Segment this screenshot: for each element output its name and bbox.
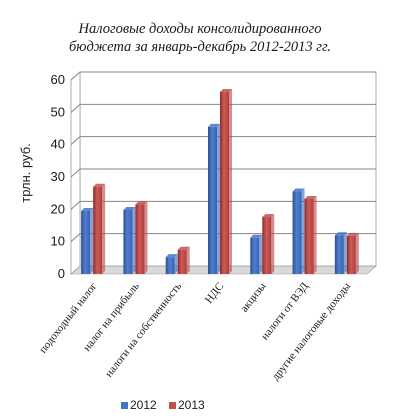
bars: [81, 88, 359, 274]
bar: [292, 188, 305, 274]
gridline-side: [70, 103, 81, 113]
bar-side: [343, 232, 347, 274]
x-tick-label: другие налоговые доходы: [270, 280, 354, 383]
bar-side: [217, 123, 220, 274]
bar-top: [304, 195, 317, 199]
gridline-side: [70, 136, 81, 146]
bar-front: [93, 186, 103, 274]
gridline-side: [70, 233, 81, 243]
bar-front: [123, 209, 133, 274]
bar-front: [292, 191, 302, 274]
x-tick-label: НДС: [203, 280, 226, 305]
bar-side: [313, 195, 317, 274]
bar-top: [177, 246, 190, 250]
legend-swatch-2013: [169, 402, 176, 409]
bar-front: [262, 217, 272, 274]
bar: [304, 195, 317, 274]
y-tick-label: 20: [51, 201, 65, 216]
bar-side: [229, 88, 232, 274]
bar: [81, 207, 94, 274]
legend-label-2012: 2012: [130, 398, 157, 412]
bar-side: [102, 183, 106, 274]
y-tick-label: 50: [51, 104, 65, 119]
y-tick-label: 10: [51, 234, 65, 249]
bar-top: [208, 123, 220, 127]
bar-top: [123, 206, 136, 210]
bar-side: [186, 246, 190, 274]
legend: 2012 2013: [121, 398, 205, 412]
bar-top: [135, 201, 148, 205]
bar-top: [93, 183, 106, 187]
bar-front: [220, 91, 229, 274]
bar: [334, 232, 347, 274]
bar-side: [132, 206, 136, 274]
bar-top: [165, 254, 178, 258]
bar-front: [346, 235, 356, 274]
gridline-side: [70, 200, 81, 210]
legend-swatch-2012: [121, 402, 128, 409]
bar-top: [220, 88, 232, 92]
y-tick-label: 40: [51, 137, 65, 152]
bar: [177, 246, 190, 274]
chart-title-line-2: бюджета за январь-декабрь 2012-2013 гг.: [69, 39, 331, 55]
bar-side: [174, 254, 178, 274]
plot-area: [70, 71, 377, 275]
bar: [208, 123, 220, 274]
bar-top: [262, 214, 275, 218]
bar-front: [334, 235, 344, 274]
bar-side: [301, 188, 305, 274]
legend-label-2013: 2013: [178, 398, 205, 412]
bar-top: [346, 232, 359, 236]
bar: [250, 234, 263, 274]
bar: [262, 214, 275, 274]
bar: [165, 254, 178, 274]
gridline-side: [70, 71, 81, 81]
bar: [220, 88, 232, 274]
chart-title-line-1: Налоговые доходы консолидированного: [77, 21, 321, 37]
y-tick-label: 30: [51, 169, 65, 184]
bar: [93, 183, 106, 274]
bar-top: [334, 232, 347, 236]
bar-front: [250, 237, 260, 274]
bar-top: [250, 234, 263, 238]
bar-side: [271, 214, 275, 274]
bar: [123, 206, 136, 274]
bar-side: [90, 207, 94, 274]
bar-side: [259, 234, 263, 274]
y-axis-ticks: 0 10 20 30 40 50 60: [51, 72, 65, 281]
bar-front: [208, 126, 217, 274]
bar-front: [165, 257, 175, 274]
bar-front: [81, 210, 91, 274]
x-tick-label: налоги на собственность: [103, 280, 184, 379]
y-tick-label: 60: [51, 72, 65, 87]
bar-front: [135, 204, 145, 274]
bar-side: [144, 201, 148, 274]
x-tick-label: акцизы: [238, 280, 269, 314]
gridline-side: [70, 168, 81, 178]
bar: [346, 232, 359, 274]
y-axis-label: трлн. руб.: [18, 143, 33, 203]
y-tick-label: 0: [58, 266, 65, 281]
bar: [135, 201, 148, 274]
bar-front: [177, 249, 187, 274]
bar-side: [355, 232, 359, 274]
bar-top: [81, 207, 94, 211]
bar-top: [292, 188, 305, 192]
bar-front: [304, 198, 314, 274]
